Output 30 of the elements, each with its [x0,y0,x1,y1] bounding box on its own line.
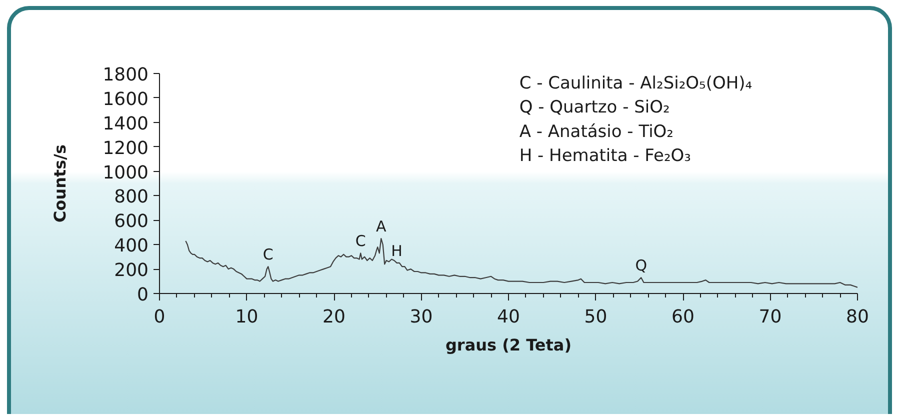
annotation: C [262,246,274,264]
y-tick-label: 0 [137,284,148,306]
y-tick-label: 600 [114,211,149,232]
x-tick-label: 70 [758,306,782,328]
y-tick-label: 1600 [102,88,149,110]
annotation: Q - Quartzo - SiO₂ [519,98,670,118]
x-tick-label: 30 [410,306,433,328]
y-tick-label: 1000 [102,162,149,184]
annotation: H [391,242,402,260]
annotation: A - Anatásio - TiO₂ [519,122,674,142]
annotation: Q [635,256,648,275]
y-axis-title: Counts/s [50,144,70,223]
x-tick-label: 0 [154,306,166,328]
annotation: C - Caulinita - Al₂Si₂O₅(OH)₄ [519,74,752,94]
x-tick-label: 40 [497,306,520,328]
x-tick-label: 10 [235,306,258,328]
x-tick-label: 50 [584,306,608,328]
annotation: H - Hematita - Fe₂O₃ [519,146,692,166]
x-tick-label: 20 [322,306,346,328]
y-tick-label: 1400 [102,113,149,134]
y-tick-label: 400 [114,236,149,257]
x-axis-title: graus (2 Teta) [445,336,572,354]
annotation: C [355,232,366,250]
y-tick-label: 1800 [102,64,149,86]
x-tick-label: 60 [672,306,694,328]
y-tick-label: 800 [114,186,149,208]
annotation: A [376,218,387,236]
y-tick-label: 200 [114,260,149,282]
y-tick-label: 1200 [102,138,149,159]
x-tick-label: 80 [846,306,869,328]
